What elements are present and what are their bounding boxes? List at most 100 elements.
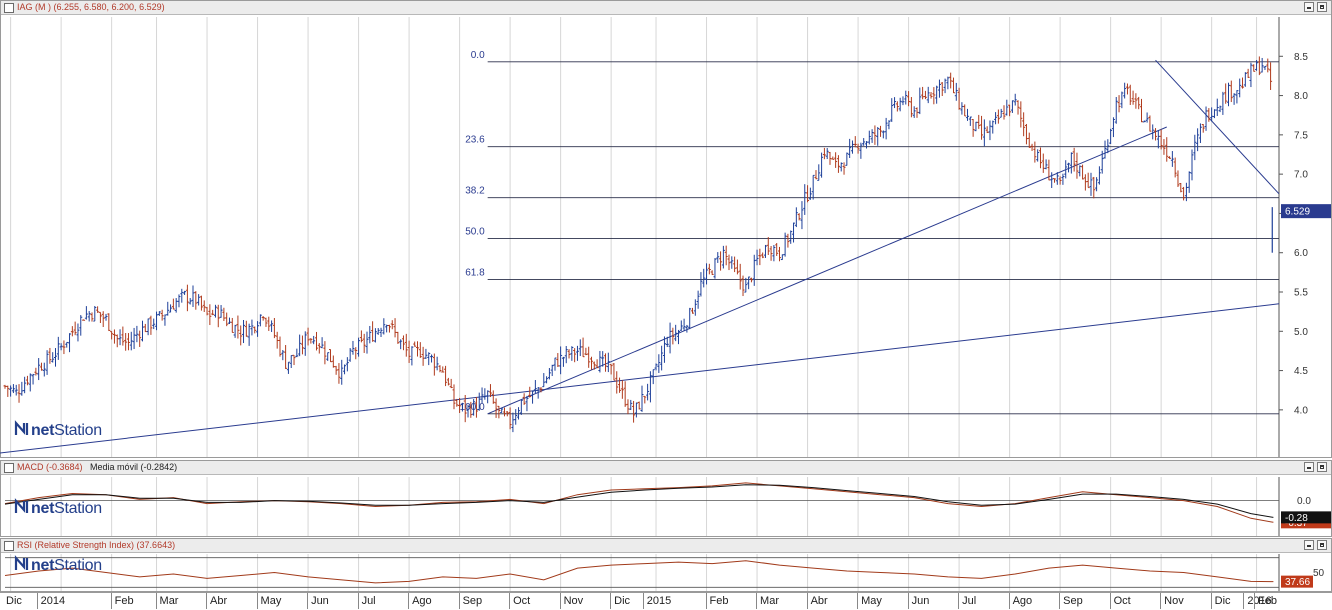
time-axis-label: Dic: [1214, 595, 1231, 607]
time-axis-label: Sep: [462, 595, 483, 607]
time-axis-separator: [1243, 593, 1245, 609]
price-panel: IAG (M ) (6.255, 6.580, 6.200, 6.529) 8.…: [0, 0, 1332, 458]
price-panel-titlebar: IAG (M ) (6.255, 6.580, 6.200, 6.529): [1, 1, 1331, 15]
time-axis-label: 2015: [646, 595, 672, 607]
rsi-value-label: 37.66: [1285, 577, 1310, 588]
time-axis-separator: [705, 593, 707, 609]
logo-text: Station: [54, 422, 102, 439]
netstation-logo: netStation: [14, 498, 102, 518]
time-axis-label: Jul: [962, 595, 977, 607]
time-axis-separator: [642, 593, 644, 609]
fib-level-label: 0.0: [471, 50, 485, 61]
time-axis-separator: [357, 593, 359, 609]
time-axis-label: Jun: [311, 595, 329, 607]
time-axis-separator: [509, 593, 511, 609]
time-axis-label: May: [260, 595, 282, 607]
time-axis-label: Dic: [614, 595, 631, 607]
time-axis-label: Abr: [210, 595, 228, 607]
time-axis-separator: [36, 593, 38, 609]
fib-level-label: 50.0: [465, 227, 485, 238]
last-price-label: 6.529: [1285, 207, 1310, 218]
fib-level-label: 23.6: [465, 135, 485, 146]
logo-text-bold: net: [31, 422, 55, 439]
time-axis-separator: [256, 593, 258, 609]
trendline: [487, 126, 1167, 415]
trendline: [0, 303, 1280, 454]
macd-panel: MACD (-0.3684) Media móvil (-0.2842) 0.0…: [0, 460, 1332, 537]
panel-icon: [4, 463, 14, 473]
time-axis-label: 2014: [40, 595, 66, 607]
fib-level-label: 38.2: [465, 186, 485, 197]
macd-series-line: [4, 484, 1274, 518]
fib-level-label: 100.0: [460, 402, 485, 413]
time-axis-separator: [206, 593, 208, 609]
rsi-title: RSI (Relative Strength Index) (37.6643): [17, 540, 176, 550]
rsi-panel: RSI (Relative Strength Index) (37.6643) …: [0, 538, 1332, 592]
netstation-logo: netStation: [14, 555, 102, 575]
price-tick-label: 8.0: [1294, 91, 1308, 102]
price-chart-svg: 8.58.07.57.06.56.05.55.04.54.00.023.638.…: [0, 17, 1331, 457]
time-axis-separator: [1109, 593, 1111, 609]
time-axis-label: Feb: [709, 595, 729, 607]
time-axis-separator: [1008, 593, 1010, 609]
maximize-button[interactable]: [1317, 2, 1327, 12]
time-axis-label: Nov: [1164, 595, 1184, 607]
macd-series-line: [4, 482, 1274, 523]
time-axis-label: Feb: [114, 595, 134, 607]
rsi-value-badge: [1281, 575, 1313, 588]
panel-icon: [4, 3, 14, 13]
time-axis-separator: [1160, 593, 1162, 609]
time-axis-label: Oct: [1113, 595, 1131, 607]
logo-text-bold: net: [31, 557, 55, 574]
maximize-button[interactable]: [1317, 540, 1327, 550]
netstation-mark-icon: [14, 555, 29, 570]
macd-tick-label: 0.0: [1297, 496, 1311, 507]
rsi-series-line: [4, 560, 1274, 584]
price-panel-title: IAG (M ) (6.255, 6.580, 6.200, 6.529): [17, 2, 165, 12]
time-axis-label: Ago: [412, 595, 432, 607]
time-axis-label: Jul: [361, 595, 376, 607]
minimize-button[interactable]: [1304, 462, 1314, 472]
time-axis-label: Ago: [1012, 595, 1033, 607]
trendline: [1155, 59, 1280, 195]
time-axis-label: Mar: [760, 595, 779, 607]
time-axis-separator: [857, 593, 859, 609]
time-axis-separator: [458, 593, 460, 609]
time-axis-label: Mar: [159, 595, 179, 607]
time-axis-label: Abr: [810, 595, 828, 607]
time-axis-label: Feb: [1258, 595, 1277, 607]
logo-text-bold: net: [31, 500, 55, 517]
macd-panel-titlebar: MACD (-0.3684) Media móvil (-0.2842): [1, 461, 1331, 475]
time-axis-separator: [559, 593, 561, 609]
time-axis-label: May: [861, 595, 882, 607]
minimize-button[interactable]: [1304, 2, 1314, 12]
time-axis-label: Dic: [6, 595, 22, 607]
price-tick-label: 4.5: [1294, 366, 1308, 377]
time-axis-label: 2016: [1247, 595, 1272, 607]
panel-icon: [4, 541, 14, 551]
time-axis-separator: [610, 593, 612, 609]
time-axis-separator: [1254, 593, 1255, 609]
rsi-tick-label: 50: [1313, 568, 1325, 579]
netstation-mark-icon: [14, 420, 29, 435]
time-axis-label: Sep: [1063, 595, 1083, 607]
netstation-mark-icon: [14, 498, 29, 513]
price-tick-label: 8.5: [1294, 52, 1308, 63]
minimize-button[interactable]: [1304, 540, 1314, 550]
price-tick-label: 5.5: [1294, 288, 1308, 299]
time-axis-separator: [756, 593, 758, 609]
time-axis-separator: [1210, 593, 1212, 609]
time-axis-separator: [958, 593, 960, 609]
logo-text: Station: [54, 557, 102, 574]
price-tick-label: 7.5: [1294, 130, 1308, 141]
price-tick-label: 5.0: [1294, 327, 1308, 338]
time-axis-separator: [907, 593, 909, 609]
time-axis-separator: [110, 593, 112, 609]
time-axis-separator: [806, 593, 808, 609]
time-axis-separator: [307, 593, 309, 609]
maximize-button[interactable]: [1317, 462, 1327, 472]
macd-title: MACD (-0.3684): [17, 462, 83, 472]
macd-value-label: -0.28: [1285, 513, 1308, 524]
time-axis-separator: [408, 593, 410, 609]
